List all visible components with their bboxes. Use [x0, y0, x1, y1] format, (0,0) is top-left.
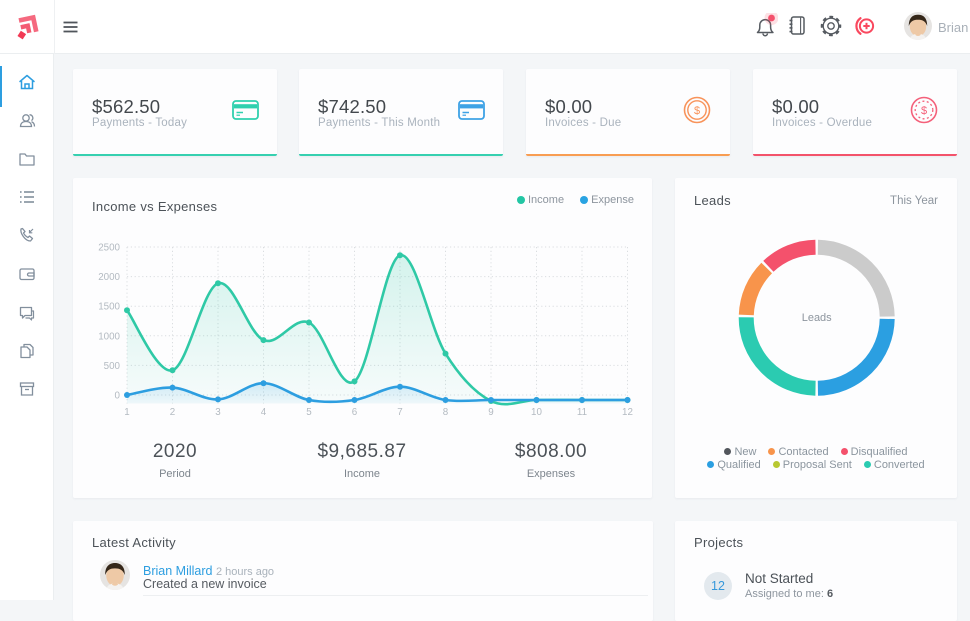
svg-text:1: 1 [124, 407, 129, 418]
svg-text:4: 4 [261, 407, 267, 418]
svg-text:3: 3 [215, 407, 221, 418]
svg-text:7: 7 [397, 407, 402, 418]
svg-text:1000: 1000 [98, 331, 120, 342]
svg-text:$: $ [921, 105, 927, 117]
svg-text:2: 2 [170, 407, 175, 418]
svg-text:12: 12 [622, 407, 633, 418]
svg-text:0: 0 [115, 391, 121, 402]
svg-text:5: 5 [306, 407, 312, 418]
svg-text:1500: 1500 [98, 302, 120, 313]
svg-text:$: $ [694, 105, 700, 117]
svg-text:11: 11 [577, 407, 587, 418]
svg-text:10: 10 [531, 407, 542, 418]
svg-text:6: 6 [352, 407, 358, 418]
svg-text:8: 8 [443, 407, 449, 418]
svg-text:Leads: Leads [802, 312, 832, 324]
svg-text:2500: 2500 [98, 243, 120, 254]
svg-text:2000: 2000 [98, 272, 120, 283]
svg-text:500: 500 [104, 361, 121, 372]
svg-text:9: 9 [488, 407, 493, 418]
